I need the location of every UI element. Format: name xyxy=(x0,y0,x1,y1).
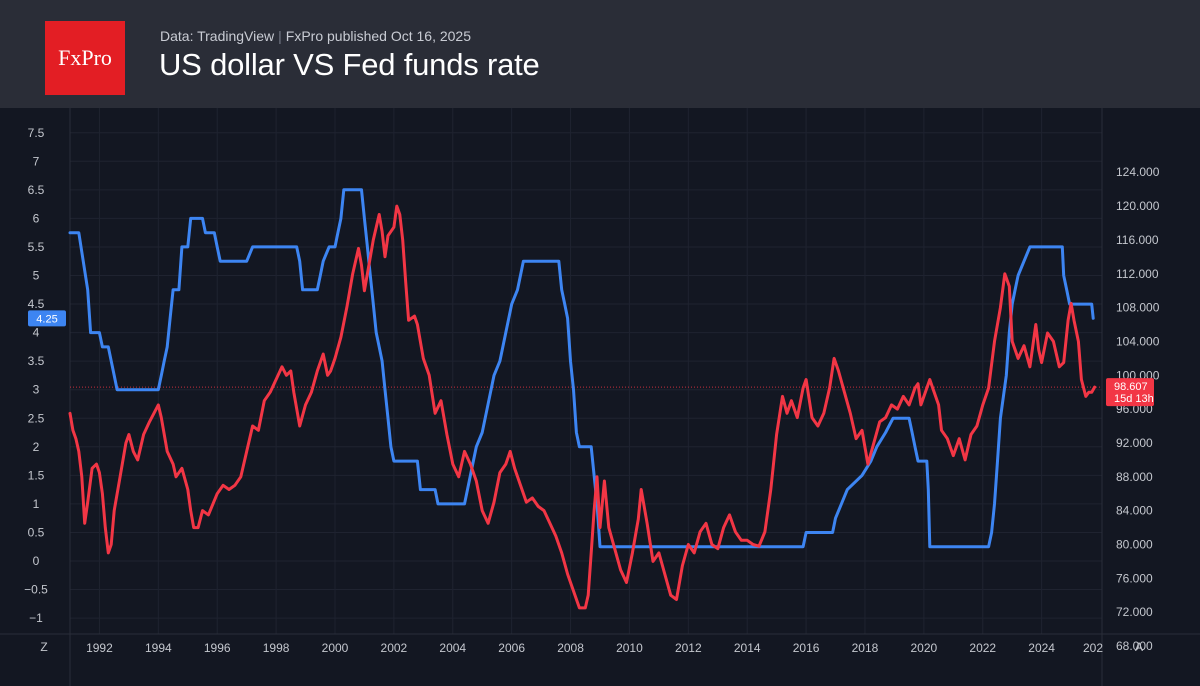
left-tick-label: 0 xyxy=(33,554,40,568)
usd-index-line xyxy=(68,204,1097,610)
usd-index-badge-text: 98.607 xyxy=(1114,381,1148,393)
left-tick-label: −1 xyxy=(29,611,43,625)
x-tick-label: 2016 xyxy=(793,641,820,655)
x-tick-label: 2010 xyxy=(616,641,643,655)
left-tick-label: 7 xyxy=(33,154,40,168)
x-tick-label: 2008 xyxy=(557,641,584,655)
right-tick-label: 88.000 xyxy=(1116,470,1153,484)
left-tick-label: 6 xyxy=(33,211,40,225)
right-tick-label: 120.000 xyxy=(1116,199,1160,213)
left-tick-label: 2.5 xyxy=(28,411,45,425)
x-tick-label: 2012 xyxy=(675,641,702,655)
left-tick-label: 3 xyxy=(33,383,40,397)
right-tick-label: 112.000 xyxy=(1116,267,1159,281)
left-tick-label: −0.5 xyxy=(24,583,48,597)
right-tick-label: 116.000 xyxy=(1116,233,1159,247)
left-tick-label: 5 xyxy=(33,269,40,283)
x-tick-label: 202 xyxy=(1083,641,1103,655)
usd-index-badge xyxy=(1106,378,1154,407)
x-tick-label: 1998 xyxy=(263,641,290,655)
left-tick-label: 5.5 xyxy=(28,240,45,254)
right-tick-label: 124.000 xyxy=(1116,165,1160,179)
x-tick-label: 1992 xyxy=(86,641,113,655)
series-layer xyxy=(68,188,1097,610)
source-separator: | xyxy=(278,28,282,44)
x-tick-label: 2024 xyxy=(1028,641,1055,655)
fed-rate-line xyxy=(68,188,1095,549)
source-line: Data: TradingView | FxPro published Oct 16… xyxy=(160,28,471,44)
x-axis-ticks: 1992 1994 1996 1998 2000 2002 2004 2006 2008 2010… xyxy=(86,641,1103,655)
right-tick-label: 108.000 xyxy=(1116,301,1160,315)
fxpro-logo: FxPro xyxy=(45,21,125,95)
right-tick-label: 68.000 xyxy=(1116,639,1153,653)
right-tick-label: 80.000 xyxy=(1116,537,1153,551)
grid-lines xyxy=(70,108,1102,634)
right-axis-ticks: 124.000 120.000 116.000 112.000 108.000 104.0… xyxy=(1116,165,1160,653)
x-tick-label: 2014 xyxy=(734,641,761,655)
left-tick-label: 2 xyxy=(33,440,40,454)
left-tick-label: 1.5 xyxy=(28,468,45,482)
x-tick-label: 2020 xyxy=(911,641,938,655)
corner-right-label[interactable]: A xyxy=(1135,640,1143,654)
left-tick-label: 4.5 xyxy=(28,297,45,311)
x-tick-label: 2004 xyxy=(439,641,466,655)
right-tick-label: 76.000 xyxy=(1116,571,1153,585)
left-tick-label: 7.5 xyxy=(28,126,45,140)
x-tick-label: 1994 xyxy=(145,641,172,655)
x-tick-label: 2002 xyxy=(381,641,408,655)
right-tick-label: 104.000 xyxy=(1116,334,1160,348)
right-tick-label: 92.000 xyxy=(1116,436,1153,450)
left-tick-label: 6.5 xyxy=(28,183,45,197)
fed-rate-badge xyxy=(28,310,66,327)
fed-rate-badge-text: 4.25 xyxy=(36,313,57,325)
right-tick-label: 72.000 xyxy=(1116,605,1153,619)
left-tick-label: 0.5 xyxy=(28,525,45,539)
corner-left-label[interactable]: Z xyxy=(40,640,47,654)
chart-header: FxPro Data: TradingView | FxPro published … xyxy=(0,0,1200,108)
left-tick-label: 3.5 xyxy=(28,354,45,368)
data-source: Data: TradingView xyxy=(160,28,275,44)
chart-area[interactable]: 7.5 7 6.5 6 5.5 5 4.5 4 3.5 3 2.5 2 1.5 1 0.5 0 −0.5 −1 1… xyxy=(0,108,1200,686)
countdown-text: 15d 13h xyxy=(1114,393,1154,405)
x-tick-label: 2022 xyxy=(969,641,996,655)
right-tick-label: 84.000 xyxy=(1116,504,1153,518)
publish-info: FxPro published Oct 16, 2025 xyxy=(285,28,472,44)
x-tick-label: 2018 xyxy=(852,641,879,655)
logo-text: FxPro xyxy=(58,45,112,70)
left-tick-label: 1 xyxy=(33,497,40,511)
x-tick-label: 1996 xyxy=(204,641,231,655)
x-tick-label: 2000 xyxy=(322,641,349,655)
chart-svg[interactable]: 7.5 7 6.5 6 5.5 5 4.5 4 3.5 3 2.5 2 1.5 1 0.5 0 −0.5 −1 1… xyxy=(0,108,1200,686)
chart-title: US dollar VS Fed funds rate xyxy=(159,47,540,82)
left-axis-ticks: 7.5 7 6.5 6 5.5 5 4.5 4 3.5 3 2.5 2 1.5 1 0.5 0 −0.5 −1 xyxy=(24,126,48,625)
x-tick-label: 2006 xyxy=(498,641,525,655)
left-tick-label: 4 xyxy=(33,326,40,340)
